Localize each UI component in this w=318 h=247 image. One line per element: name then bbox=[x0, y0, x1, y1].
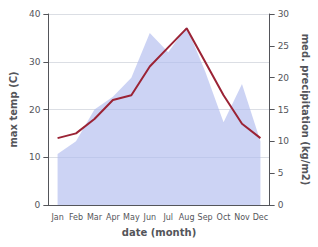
svg-text:30: 30 bbox=[278, 9, 290, 19]
svg-text:Apr: Apr bbox=[106, 213, 121, 222]
svg-text:Jun: Jun bbox=[143, 213, 157, 222]
svg-text:10: 10 bbox=[29, 152, 41, 162]
svg-text:Mar: Mar bbox=[87, 213, 103, 222]
svg-text:Jan: Jan bbox=[50, 213, 63, 222]
svg-text:20: 20 bbox=[29, 105, 41, 115]
svg-text:0: 0 bbox=[35, 200, 41, 210]
svg-text:40: 40 bbox=[29, 9, 41, 19]
svg-text:0: 0 bbox=[278, 200, 284, 210]
svg-text:Dec: Dec bbox=[253, 213, 268, 222]
svg-text:20: 20 bbox=[278, 73, 290, 83]
svg-text:Aug: Aug bbox=[179, 213, 195, 222]
svg-text:25: 25 bbox=[278, 41, 289, 51]
svg-text:10: 10 bbox=[278, 136, 290, 146]
svg-text:date (month): date (month) bbox=[122, 227, 196, 238]
svg-text:30: 30 bbox=[29, 57, 41, 67]
svg-text:May: May bbox=[123, 213, 140, 222]
svg-text:Sep: Sep bbox=[198, 213, 213, 222]
svg-text:Oct: Oct bbox=[217, 213, 231, 222]
svg-text:med. precipitation (kg/m2): med. precipitation (kg/m2) bbox=[300, 34, 311, 186]
svg-text:max temp (C): max temp (C) bbox=[8, 71, 19, 147]
svg-text:Nov: Nov bbox=[234, 213, 250, 222]
svg-text:Jul: Jul bbox=[162, 213, 173, 222]
svg-text:15: 15 bbox=[278, 105, 289, 115]
svg-text:5: 5 bbox=[278, 168, 284, 178]
svg-text:Feb: Feb bbox=[69, 213, 83, 222]
